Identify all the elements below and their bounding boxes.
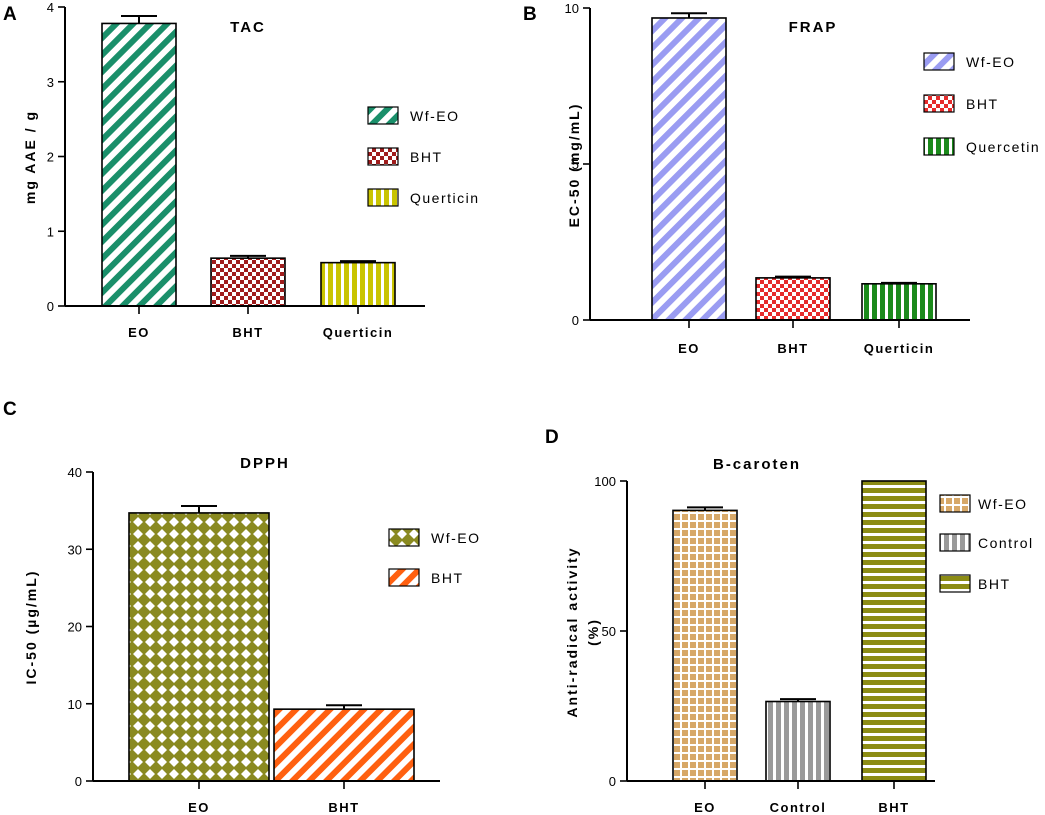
bar-frap-querticin [861, 283, 937, 321]
y-tick-label-dpph-4: 40 [68, 465, 82, 480]
y-tick-label-b-caroten-0: 0 [609, 774, 616, 789]
category-label-dpph-1: BHT [328, 800, 359, 815]
bar-dpph-eo [128, 512, 270, 782]
category-label-b-caroten-0: EO [694, 800, 716, 815]
legend-label-dpph-1: BHT [431, 570, 464, 586]
y-axis-label-dpph: IC-50 (µg/mL) [23, 570, 39, 685]
chart-title-frap: FRAP [789, 19, 838, 36]
legend-label-frap-0: Wf-EO [966, 54, 1016, 70]
category-label-frap-1: BHT [777, 341, 808, 356]
category-label-tac-0: EO [128, 325, 150, 340]
chart-tac: TAC EO BHT Querticin 0 1 2 3 4 mg AAE / g Wf-EO BHT… [22, 0, 480, 340]
chart-dpph: DPPH EO BHT 0 10 20 30 40 IC-50 (µg/mL) Wf-EO BHT [23, 455, 481, 815]
y-tick-label-tac-0: 0 [47, 299, 54, 314]
bar-b-caroten-eo [672, 509, 738, 782]
bar-frap-eo [651, 17, 727, 321]
panel-letter-c: C [3, 399, 17, 420]
chart-title-tac: TAC [230, 19, 266, 36]
bar-tac-bht [210, 257, 286, 307]
chart-title-dpph: DPPH [240, 455, 290, 472]
legend-swatch-frap-2 [923, 137, 955, 156]
category-label-tac-1: BHT [232, 325, 263, 340]
chart-title-b-caroten: B-caroten [713, 456, 801, 473]
y-tick-label-dpph-3: 30 [68, 542, 82, 557]
chart-b-caroten: B-caroten EO Control BHT 0 50 100 Anti-radical … [564, 456, 1034, 815]
y-axis-label-b-caroten: Anti-radical activity [564, 546, 580, 717]
y-tick-label-frap-1: 5 [572, 157, 579, 172]
legend-label-b-caroten-0: Wf-EO [978, 496, 1028, 512]
legend-swatch-b-caroten-1 [939, 533, 971, 552]
legend-swatch-tac-2 [367, 188, 399, 207]
category-label-tac-2: Querticin [323, 325, 394, 340]
legend-label-tac-1: BHT [410, 149, 443, 165]
y-tick-label-frap-2: 10 [565, 1, 579, 16]
bar-frap-bht [755, 277, 831, 321]
bar-tac-eo [101, 22, 177, 307]
y-tick-label-b-caroten-1: 50 [602, 624, 616, 639]
legend-swatch-frap-0 [923, 52, 955, 71]
category-label-frap-2: Querticin [864, 341, 935, 356]
legend-swatch-b-caroten-2 [939, 574, 971, 593]
y-axis-label-unit-b-caroten: (%) [585, 618, 601, 646]
y-tick-label-tac-1: 1 [47, 224, 54, 239]
y-tick-label-tac-3: 3 [47, 75, 54, 90]
y-axis-label-tac: mg AAE / g [22, 110, 38, 204]
y-tick-label-dpph-0: 0 [75, 774, 82, 789]
panel-letter-a: A [3, 4, 17, 25]
category-label-b-caroten-1: Control [770, 800, 827, 815]
legend-label-tac-2: Querticin [410, 190, 480, 206]
y-tick-label-dpph-2: 20 [68, 620, 82, 635]
legend-label-dpph-0: Wf-EO [431, 530, 481, 546]
bar-b-caroten-control [765, 700, 831, 782]
y-tick-label-b-caroten-2: 100 [594, 474, 616, 489]
legend-label-tac-0: Wf-EO [410, 108, 460, 124]
y-tick-label-dpph-1: 10 [68, 697, 82, 712]
y-tick-label-tac-4: 4 [47, 0, 54, 15]
legend-swatch-b-caroten-0 [939, 494, 971, 513]
legend-label-b-caroten-2: BHT [978, 576, 1011, 592]
legend-label-b-caroten-1: Control [978, 535, 1034, 551]
legend-swatch-dpph-1 [388, 568, 420, 587]
legend-swatch-dpph-0 [388, 528, 420, 547]
chart-frap: FRAP EO BHT Querticin 0 5 10 EC-50 (mg/mL) Wf-EO… [565, 1, 1040, 356]
bar-dpph-bht [273, 708, 415, 782]
category-label-frap-0: EO [678, 341, 700, 356]
legend-swatch-frap-1 [923, 94, 955, 113]
panel-letter-d: D [545, 427, 559, 448]
panel-letter-b: B [523, 4, 537, 25]
legend-label-frap-2: Quercetin [966, 139, 1040, 155]
y-axis-label-frap: EC-50 (mg/mL) [566, 103, 582, 228]
bar-b-caroten-bht [861, 480, 927, 782]
bar-tac-querticin [320, 261, 396, 307]
category-label-dpph-0: EO [188, 800, 210, 815]
legend-label-frap-1: BHT [966, 96, 999, 112]
legend-swatch-tac-0 [367, 106, 399, 125]
y-tick-label-frap-0: 0 [572, 313, 579, 328]
category-label-b-caroten-2: BHT [878, 800, 909, 815]
legend-swatch-tac-1 [367, 147, 399, 166]
y-tick-label-tac-2: 2 [47, 150, 54, 165]
